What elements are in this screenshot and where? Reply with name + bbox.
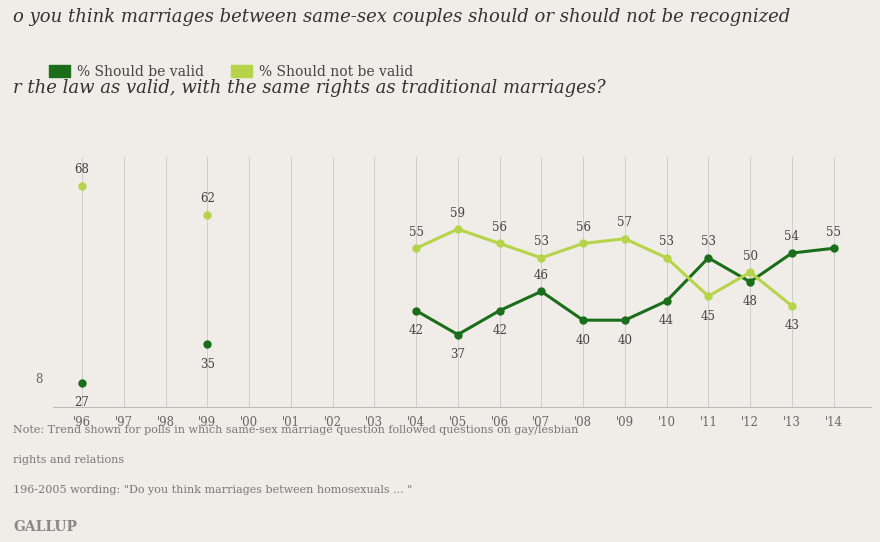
Text: 55: 55 bbox=[408, 225, 423, 238]
Legend: % Should be valid, % Should not be valid: % Should be valid, % Should not be valid bbox=[43, 60, 419, 85]
Text: 48: 48 bbox=[743, 295, 758, 308]
Text: 53: 53 bbox=[659, 235, 674, 248]
Text: 40: 40 bbox=[576, 334, 590, 347]
Text: 56: 56 bbox=[576, 221, 590, 234]
Text: GALLUP: GALLUP bbox=[13, 520, 77, 534]
Text: 53: 53 bbox=[700, 235, 715, 248]
Text: 53: 53 bbox=[534, 235, 549, 248]
Text: 55: 55 bbox=[826, 225, 841, 238]
Text: 56: 56 bbox=[492, 221, 507, 234]
Text: 59: 59 bbox=[451, 207, 466, 220]
Text: r the law as valid, with the same rights as traditional marriages?: r the law as valid, with the same rights… bbox=[13, 79, 605, 96]
Text: 57: 57 bbox=[618, 216, 633, 229]
Text: o you think marriages between same-sex couples should or should not be recognize: o you think marriages between same-sex c… bbox=[13, 8, 790, 26]
Text: 43: 43 bbox=[784, 319, 799, 332]
Text: 35: 35 bbox=[200, 358, 215, 371]
Text: 42: 42 bbox=[408, 324, 423, 337]
Text: 68: 68 bbox=[75, 163, 90, 176]
Text: 44: 44 bbox=[659, 314, 674, 327]
Text: 45: 45 bbox=[700, 309, 715, 322]
Text: 54: 54 bbox=[784, 230, 799, 243]
Text: Note: Trend shown for polls in which same-sex marriage question followed questio: Note: Trend shown for polls in which sam… bbox=[13, 425, 578, 435]
Text: 62: 62 bbox=[200, 192, 215, 205]
Text: 46: 46 bbox=[534, 269, 549, 282]
Text: 40: 40 bbox=[618, 334, 633, 347]
Text: 37: 37 bbox=[451, 348, 466, 361]
Text: 50: 50 bbox=[743, 250, 758, 263]
Text: 196-2005 wording: "Do you think marriages between homosexuals ... ": 196-2005 wording: "Do you think marriage… bbox=[13, 485, 413, 495]
Text: rights and relations: rights and relations bbox=[13, 455, 124, 465]
Text: 27: 27 bbox=[75, 396, 90, 409]
Text: 42: 42 bbox=[492, 324, 507, 337]
